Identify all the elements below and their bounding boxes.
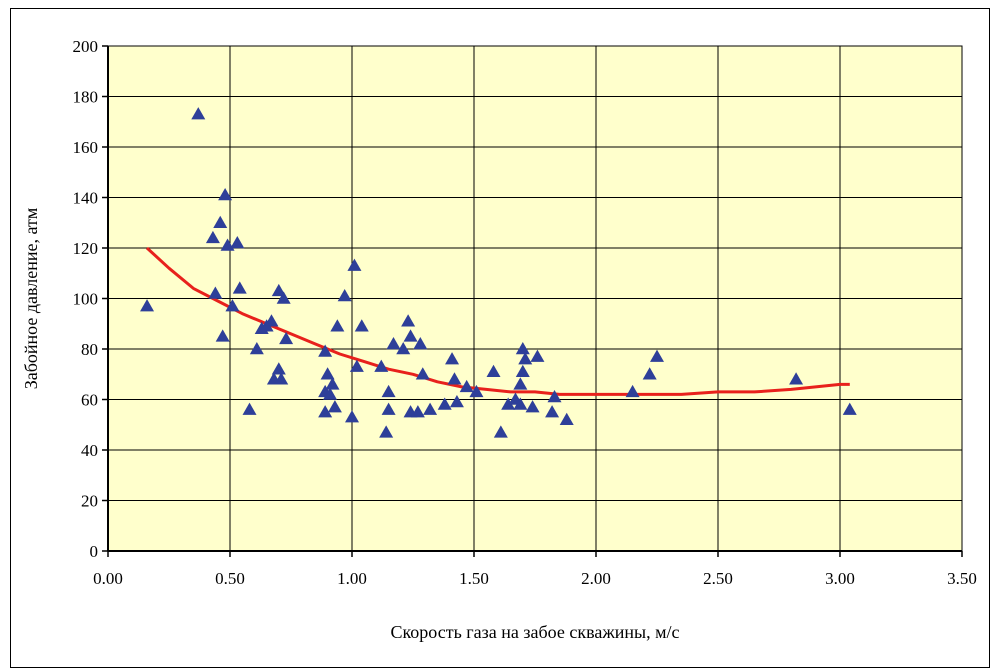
x-tick-label: 0.50 bbox=[215, 569, 245, 588]
x-axis-title: Скорость газа на забое скважины, м/с bbox=[390, 622, 679, 642]
y-tick-label: 60 bbox=[81, 391, 98, 410]
y-tick-label: 160 bbox=[73, 138, 99, 157]
y-tick-label: 0 bbox=[90, 542, 99, 561]
x-tick-label: 2.50 bbox=[703, 569, 733, 588]
x-tick-label: 1.50 bbox=[459, 569, 489, 588]
x-tick-label: 1.00 bbox=[337, 569, 367, 588]
y-tick-label: 120 bbox=[73, 239, 99, 258]
y-axis-title: Забойное давление, атм bbox=[21, 208, 41, 390]
y-tick-label: 40 bbox=[81, 441, 98, 460]
y-tick-label: 180 bbox=[73, 88, 99, 107]
y-tick-label: 200 bbox=[73, 37, 99, 56]
x-tick-label: 0.00 bbox=[93, 569, 123, 588]
y-tick-label: 80 bbox=[81, 340, 98, 359]
x-tick-label: 3.50 bbox=[947, 569, 977, 588]
y-tick-label: 140 bbox=[73, 189, 99, 208]
y-tick-label: 100 bbox=[73, 290, 99, 309]
x-tick-label: 2.00 bbox=[581, 569, 611, 588]
x-tick-label: 3.00 bbox=[825, 569, 855, 588]
y-tick-label: 20 bbox=[81, 492, 98, 511]
scatter-chart: 0.00 0.50 1.00 1.50 2.00 2.50 3.00 3.50 0 20 40 60 8… bbox=[0, 0, 1000, 650]
